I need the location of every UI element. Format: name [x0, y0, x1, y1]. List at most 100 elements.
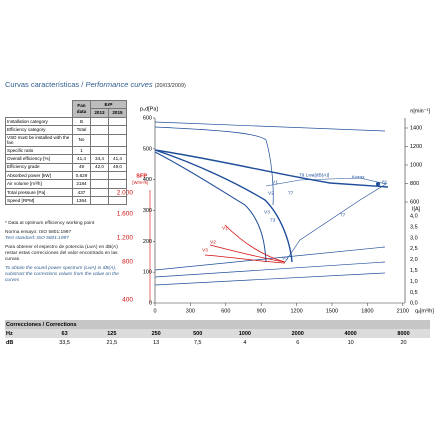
- spec-value: 41,4: [108, 154, 127, 164]
- current-curve: [154, 261, 386, 278]
- spec-value: Total: [72, 125, 91, 135]
- sfp-curve: [204, 254, 286, 264]
- spec-value: B: [72, 116, 91, 127]
- sfp-label: SFP: [136, 173, 147, 179]
- empty-cell: [90, 116, 109, 127]
- spec-value: 437: [72, 187, 91, 198]
- date: (20/03/2009): [154, 83, 186, 89]
- title-es: Curvas características: [5, 80, 80, 89]
- year-head: 2013: [90, 108, 109, 118]
- x-tick: 600: [221, 308, 230, 314]
- current-tick: 2,0: [410, 257, 418, 263]
- curve-label: V1: [222, 225, 228, 231]
- spec-table: Fan data ErP 2013 2015 Installation catego…: [5, 99, 127, 206]
- spec-row: Overall efficiency [%] 41,4 34,4 41,4: [5, 154, 127, 164]
- spec-label: Specific ratio: [5, 145, 73, 156]
- curve-label: V2: [210, 239, 216, 245]
- speed-label: n[min⁻¹]: [410, 108, 430, 114]
- spec-label: Total pressure [Pa]: [5, 187, 73, 198]
- x-tick: 1800: [361, 308, 373, 314]
- sfp-curve: [224, 224, 286, 263]
- db-cell: 13: [153, 339, 160, 346]
- spec-value: 34,4: [90, 154, 109, 164]
- curve-label: V3: [202, 247, 208, 253]
- spec-value: 41,4: [72, 154, 91, 164]
- curve-label: Kerax: [352, 174, 365, 180]
- spec-row: Specific ratio 1: [5, 145, 127, 156]
- pressure-tick: 400: [143, 177, 152, 183]
- hz-cell: 8000: [377, 329, 430, 338]
- current-tick: 2,5: [410, 246, 418, 252]
- spec-row: Installation category B: [5, 116, 127, 127]
- spec-value: 1364: [72, 196, 91, 206]
- spec-label: Speed [RPM]: [5, 196, 73, 206]
- current-tick: 3,5: [410, 224, 418, 230]
- empty-cell: [90, 170, 109, 181]
- hz-cell: 1000: [218, 329, 272, 338]
- blank: [5, 100, 73, 118]
- spec-value: 2184: [72, 179, 91, 189]
- speed-tick: 1000: [410, 162, 422, 168]
- empty-cell: [108, 179, 127, 189]
- curve-label: 79 Lwa[dB(A)]: [299, 172, 329, 178]
- db-cell: 6: [296, 339, 300, 346]
- current-tick: 4,0: [410, 213, 418, 219]
- title-en: Performance curves: [85, 80, 153, 89]
- pressure-tick: 0: [149, 300, 152, 306]
- empty-cell: [90, 133, 109, 147]
- notes: * Data at optimum efficiency working poi…: [5, 221, 127, 287]
- x-tick: 900: [257, 308, 266, 314]
- speed-curve: [154, 121, 386, 132]
- spec-label: VSD must be installed with the fan: [5, 133, 73, 147]
- speed-tick: 1400: [410, 125, 422, 131]
- spec-value: 49: [72, 162, 91, 172]
- curve-label: 77: [288, 190, 294, 196]
- current-curve: [154, 246, 386, 271]
- db-cell: 4: [243, 339, 247, 346]
- fan-head: Fan data: [72, 100, 91, 118]
- speed-tick: 1200: [410, 144, 422, 150]
- spec-row: VSD must be installed with the fan No: [5, 133, 127, 147]
- x-tick: 300: [186, 308, 195, 314]
- speed-tick: 800: [410, 181, 419, 187]
- spec-value: No: [72, 133, 91, 147]
- curve: [154, 126, 274, 206]
- empty-cell: [90, 179, 109, 189]
- curve-label: 73: [270, 217, 276, 223]
- curve-label: V3: [264, 209, 270, 215]
- hz-row: Hz 63 125 250 500 1000 2000 4000 8000: [5, 329, 430, 338]
- current-curve: [154, 272, 386, 286]
- row-label: dB: [6, 339, 14, 346]
- spec-row: Absorbed power [kW] 0,629: [5, 170, 127, 181]
- x-tick: 0: [153, 308, 156, 314]
- pressure-tick: 100: [143, 270, 152, 276]
- spec-value: 1: [72, 145, 91, 156]
- sfp-curve: [209, 244, 286, 263]
- spec-value: 0,629: [72, 170, 91, 181]
- corrections-title: Correcciones / Corrections: [5, 320, 430, 329]
- year-head: 2015: [108, 108, 127, 118]
- curve-label: 77: [340, 212, 346, 218]
- x-tick: 2100: [397, 308, 409, 314]
- spec-row: Efficiency grade 49 42,0 49,0: [5, 162, 127, 172]
- empty-cell: [108, 125, 127, 135]
- current-tick: 3,0: [410, 235, 418, 241]
- x-tick: 1200: [290, 308, 302, 314]
- speed-tick: 600: [410, 199, 419, 205]
- empty-cell: [90, 196, 109, 206]
- db-cell: 21,5: [106, 339, 118, 346]
- note: Para obtener el espectro de potencia (Lw…: [5, 245, 118, 262]
- db-cell: 7,5: [193, 339, 202, 346]
- empty-cell: [108, 196, 127, 206]
- sfp-tick: 800: [122, 259, 133, 266]
- sfp-tick: 1.600: [117, 211, 134, 218]
- spec-label: Overall efficiency [%]: [5, 154, 73, 164]
- empty-cell: [108, 133, 127, 147]
- empty-cell: [90, 125, 109, 135]
- hz-cell: 250: [135, 329, 177, 338]
- empty-cell: [108, 116, 127, 127]
- hz-cell: 2000: [271, 329, 325, 338]
- sfp-tick: 400: [122, 297, 133, 304]
